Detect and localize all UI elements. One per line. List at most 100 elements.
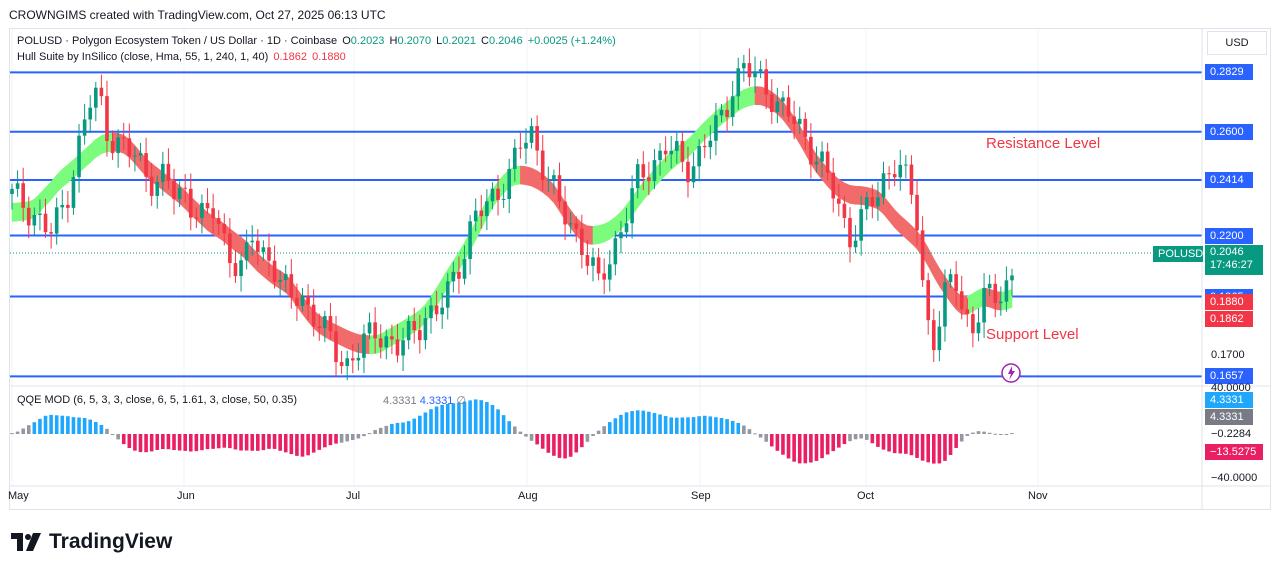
change-value: +0.0025 (+1.24%)	[527, 35, 616, 47]
hull-segment	[659, 156, 666, 182]
close-value: 0.2046	[488, 35, 523, 47]
candle	[412, 307, 417, 344]
candle	[730, 80, 735, 127]
qqe-bar	[367, 433, 372, 435]
candle	[976, 308, 981, 342]
qqe-bar	[853, 434, 858, 440]
qqe-bar	[803, 434, 808, 464]
hull-segment	[548, 178, 555, 204]
qqe-bar	[837, 434, 841, 448]
qqe-bar	[93, 422, 98, 434]
candle-body	[1004, 280, 1009, 302]
candle	[580, 214, 584, 269]
candle	[702, 134, 707, 159]
support-annotation: Support Level	[986, 326, 1079, 343]
tradingview-brand[interactable]: TradingView	[11, 530, 172, 554]
candle	[172, 168, 176, 215]
qqe-bar	[60, 415, 65, 434]
level-tag-3: 0.2200	[1205, 227, 1253, 244]
chart-frame[interactable]	[9, 28, 1271, 510]
qqe-bar	[742, 425, 746, 434]
candle-body	[496, 188, 500, 200]
candle	[485, 189, 489, 231]
candle-body	[88, 107, 93, 120]
candle-body	[462, 259, 467, 279]
candle-body	[954, 274, 958, 292]
candle	[155, 175, 160, 209]
candle	[563, 186, 567, 240]
qqe-bar	[1004, 434, 1009, 435]
hull-segment	[11, 202, 18, 222]
candle	[691, 152, 696, 188]
candle	[518, 132, 523, 159]
candle	[786, 85, 791, 123]
osc-tick-bottom: −40.0000	[1211, 472, 1258, 484]
qqe-bar	[110, 433, 115, 435]
candle-body	[440, 307, 444, 315]
candle	[540, 135, 545, 192]
qqe-bar	[775, 434, 780, 451]
hull-upper-tag: 0.1880	[1205, 294, 1253, 310]
qqe-bar	[334, 434, 338, 444]
candle-body	[15, 183, 20, 189]
qqe-bar	[127, 434, 132, 449]
time-label-jun: Jun	[177, 490, 195, 502]
qqe-bar	[166, 434, 171, 450]
candle-body	[356, 357, 361, 361]
candle-body	[43, 213, 48, 233]
candle-body	[714, 115, 718, 141]
candle	[769, 79, 774, 124]
qqe-bar	[479, 400, 484, 434]
qqe-bar	[10, 433, 14, 435]
qqe-bar	[311, 434, 316, 453]
candle	[607, 250, 612, 292]
qqe-bar	[306, 434, 310, 456]
candle-body	[138, 153, 143, 156]
candle-body	[21, 183, 25, 208]
candle-body	[898, 164, 903, 178]
candle-body	[518, 147, 523, 149]
candle	[138, 142, 143, 162]
hull-segment	[592, 225, 599, 245]
level-tag-5: 0.1657	[1205, 368, 1253, 385]
hull-segment	[84, 143, 91, 169]
qqe-bar	[66, 416, 70, 434]
hull-segment	[95, 135, 102, 158]
candle	[965, 298, 970, 327]
candle	[792, 100, 796, 140]
candle-body	[418, 330, 422, 341]
hull-segment	[615, 211, 622, 236]
candle	[647, 161, 651, 196]
qqe-bar	[161, 434, 165, 450]
qqe-bar	[71, 417, 76, 434]
candle-body	[535, 126, 539, 151]
time-label-may: May	[8, 490, 29, 502]
candle-body	[211, 208, 215, 219]
candle	[283, 264, 288, 292]
candle	[736, 57, 741, 110]
hull-segment	[39, 186, 46, 213]
qqe-bar	[43, 415, 48, 434]
candle	[451, 261, 456, 293]
qqe-bar	[753, 433, 757, 435]
currency-button[interactable]: USD	[1207, 31, 1267, 55]
candle-body	[362, 333, 366, 358]
candle	[993, 273, 998, 318]
high-label: H	[389, 35, 398, 47]
qqe-bar	[920, 434, 925, 461]
qqe-bar	[362, 434, 366, 437]
candle-body	[507, 168, 512, 200]
qqe-bar	[993, 433, 998, 435]
qqe-bar	[546, 434, 551, 453]
qqe-bar	[473, 399, 478, 434]
candle-body	[334, 331, 338, 363]
qqe-bar	[797, 434, 802, 464]
candle-body	[736, 68, 741, 97]
qqe-bar	[149, 434, 154, 452]
candle-body	[803, 118, 808, 137]
qqe-bar	[205, 434, 210, 450]
candle	[177, 181, 182, 208]
candle-body	[775, 101, 780, 112]
candle-body	[742, 63, 746, 69]
